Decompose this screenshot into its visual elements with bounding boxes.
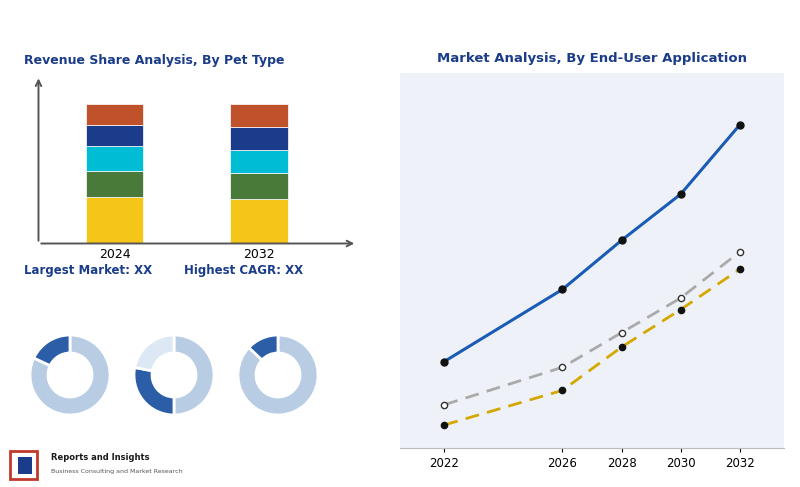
Title: Market Analysis, By End-User Application: Market Analysis, By End-User Application [437, 52, 747, 65]
Bar [230, 150, 288, 173]
Bar [86, 147, 143, 171]
Wedge shape [30, 335, 110, 415]
Bar [230, 199, 288, 244]
Bar [86, 104, 143, 125]
Text: Highest CAGR: XX: Highest CAGR: XX [184, 264, 303, 277]
Text: Largest Market: XX: Largest Market: XX [24, 264, 152, 277]
Wedge shape [174, 335, 214, 415]
Text: Business Consulting and Market Research: Business Consulting and Market Research [51, 469, 183, 474]
FancyBboxPatch shape [18, 457, 32, 473]
Text: Reports and Insights: Reports and Insights [51, 453, 150, 462]
FancyBboxPatch shape [10, 451, 37, 479]
Wedge shape [34, 335, 70, 366]
Bar [86, 125, 143, 147]
Wedge shape [238, 335, 318, 415]
Text: Revenue Share Analysis, By Pet Type: Revenue Share Analysis, By Pet Type [24, 54, 285, 67]
Text: GLOBAL PET IDENTIFICATION MICROCHIP IMPLANT MARKET SEGMENT ANALYSIS: GLOBAL PET IDENTIFICATION MICROCHIP IMPL… [12, 27, 609, 40]
Bar [86, 197, 143, 244]
Wedge shape [134, 368, 174, 415]
Bar [230, 104, 288, 127]
Bar [230, 173, 288, 199]
Bar [230, 127, 288, 150]
Bar [86, 171, 143, 197]
Wedge shape [134, 335, 174, 371]
Wedge shape [249, 335, 278, 360]
